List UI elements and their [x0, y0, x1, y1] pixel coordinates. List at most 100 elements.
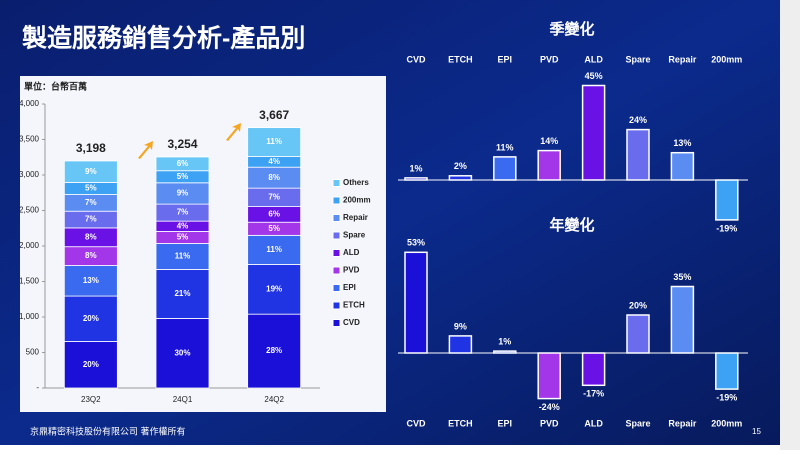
legend-label: Others [343, 178, 369, 187]
segment-label: 28% [266, 346, 282, 355]
unit-label: 單位：台幣百萬 [24, 80, 87, 91]
segment-label: 30% [174, 348, 190, 357]
bar [404, 251, 428, 354]
value-label: -24% [539, 402, 560, 412]
value-label: -19% [716, 223, 737, 233]
y-tick-label: 2,500 [19, 206, 40, 215]
chart-title: 季變化 [549, 20, 594, 38]
segment-label: 6% [268, 210, 280, 219]
arrow [138, 141, 153, 159]
bar [581, 84, 606, 181]
total-label: 3,667 [259, 108, 289, 122]
bar [448, 175, 473, 181]
legend-swatch [332, 319, 341, 327]
bar [537, 149, 561, 181]
bar [493, 156, 517, 181]
bar-segment [63, 265, 118, 297]
x-tick-label: 200mm [711, 54, 742, 64]
value-label: 45% [585, 71, 603, 81]
y-tick-label: 4,000 [19, 99, 40, 108]
bar [670, 285, 695, 354]
x-tick-label: Repair [668, 418, 697, 428]
legend-label: EPI [343, 283, 356, 292]
y-tick-label: 3,500 [19, 135, 40, 144]
y-tick-label: 3,000 [19, 170, 40, 179]
y-tick-label: 1,000 [19, 312, 40, 321]
x-tick-label: CVD [406, 418, 426, 428]
x-tick-label: PVD [540, 418, 559, 428]
segment-label: 5% [177, 172, 189, 181]
value-label: 24% [629, 115, 647, 125]
value-label: 1% [409, 163, 422, 173]
segment-label: 6% [177, 159, 189, 168]
segment-label: 11% [175, 252, 191, 261]
x-tick-label: 200mm [711, 418, 742, 428]
bar [581, 352, 606, 387]
side-strip [780, 0, 800, 450]
value-label: 11% [496, 142, 514, 152]
segment-label: 7% [85, 215, 97, 224]
legend-swatch [332, 179, 341, 187]
bar-segment [155, 243, 210, 270]
x-tick-label: 23Q2 [81, 395, 101, 404]
legend-label: 200mm [343, 196, 371, 205]
segment-label: 8% [85, 232, 97, 241]
bar [448, 335, 473, 354]
value-label: 14% [540, 136, 558, 146]
segment-label: 8% [85, 251, 97, 260]
x-tick-label: EPI [498, 418, 513, 428]
legend-label: ETCH [343, 301, 365, 310]
x-tick-label: 24Q1 [173, 395, 193, 404]
y-tick-label: 500 [26, 348, 40, 357]
segment-label: 7% [268, 192, 280, 201]
value-label: -17% [583, 389, 604, 399]
segment-label: 5% [177, 233, 189, 242]
legend-swatch [332, 214, 341, 222]
x-tick-label: Repair [668, 54, 697, 64]
x-tick-label: Spare [625, 54, 650, 64]
legend-swatch [332, 231, 341, 240]
x-tick-label: ETCH [448, 418, 473, 428]
segment-label: 5% [268, 224, 280, 233]
bar [715, 352, 739, 390]
legend-label: Repair [343, 213, 368, 222]
bar-segment [155, 156, 210, 172]
bar [715, 179, 739, 221]
segment-label: 13% [83, 276, 99, 285]
y-tick-label: - [36, 383, 39, 392]
legend-label: CVD [343, 318, 360, 327]
segment-label: 19% [266, 284, 282, 293]
bar [626, 314, 650, 354]
value-label: 53% [407, 238, 425, 248]
bar-segment [247, 234, 302, 265]
y-tick-label: 1,500 [19, 277, 40, 286]
segment-label: 9% [177, 189, 189, 198]
total-label: 3,198 [76, 141, 106, 155]
bar-segment [247, 264, 302, 315]
legend-swatch [332, 266, 341, 275]
x-tick-label: ETCH [448, 54, 473, 64]
bar-segment [155, 318, 210, 389]
segment-label: 21% [174, 289, 190, 298]
segment-label: 11% [266, 137, 282, 146]
bar [493, 350, 517, 354]
x-tick-label: Spare [625, 418, 650, 428]
value-label: -19% [716, 392, 737, 402]
bar-segment [63, 295, 118, 342]
x-tick-label: ALD [584, 54, 603, 64]
segment-label: 20% [83, 314, 99, 323]
legend-label: Spare [343, 231, 366, 240]
segment-label: 20% [83, 360, 99, 369]
chart-title: 年變化 [549, 216, 594, 234]
legend-swatch [332, 284, 341, 292]
x-tick-label: 24Q2 [264, 395, 284, 404]
legend-swatch [332, 196, 341, 205]
segment-label: 8% [268, 173, 280, 182]
bar [404, 177, 428, 181]
slide-title: 製造服務銷售分析-產品別 [21, 24, 305, 53]
segment-label: 7% [85, 198, 97, 207]
page-number: 15 [752, 427, 761, 436]
bar [537, 352, 561, 400]
